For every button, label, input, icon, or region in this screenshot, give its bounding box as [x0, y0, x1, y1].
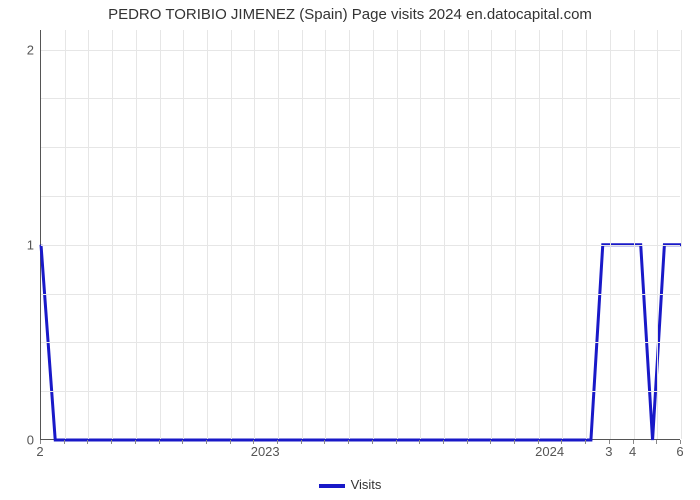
grid-vertical: [183, 30, 184, 439]
x-minor-tick: [514, 440, 515, 444]
x-minor-tick: [301, 440, 302, 444]
x-minor-tick: [372, 440, 373, 444]
x-minor-tick: [419, 440, 420, 444]
y-tick-label: 1: [0, 237, 34, 252]
x-minor-tick: [64, 440, 65, 444]
x-minor-tick: [159, 440, 160, 444]
x-tick-label: 4: [629, 444, 636, 459]
grid-vertical: [112, 30, 113, 439]
grid-vertical: [610, 30, 611, 439]
grid-vertical: [160, 30, 161, 439]
x-minor-tick: [111, 440, 112, 444]
grid-vertical: [231, 30, 232, 439]
x-minor-tick: [135, 440, 136, 444]
legend: Visits: [0, 477, 700, 492]
x-minor-tick: [467, 440, 468, 444]
x-tick-label: 2024: [535, 444, 564, 459]
grid-horizontal: [41, 147, 680, 148]
grid-horizontal: [41, 294, 680, 295]
grid-vertical: [136, 30, 137, 439]
x-tick-label: 2: [36, 444, 43, 459]
grid-vertical: [88, 30, 89, 439]
grid-horizontal: [41, 245, 680, 246]
grid-vertical: [254, 30, 255, 439]
grid-vertical: [468, 30, 469, 439]
grid-vertical: [325, 30, 326, 439]
grid-vertical: [681, 30, 682, 439]
x-minor-tick: [585, 440, 586, 444]
grid-horizontal: [41, 98, 680, 99]
grid-horizontal: [41, 50, 680, 51]
grid-vertical: [349, 30, 350, 439]
chart-container: PEDRO TORIBIO JIMENEZ (Spain) Page visit…: [0, 0, 700, 500]
x-minor-tick: [490, 440, 491, 444]
grid-vertical: [444, 30, 445, 439]
x-minor-tick: [324, 440, 325, 444]
grid-vertical: [373, 30, 374, 439]
x-minor-tick: [443, 440, 444, 444]
grid-vertical: [515, 30, 516, 439]
grid-horizontal: [41, 391, 680, 392]
grid-vertical: [397, 30, 398, 439]
legend-label: Visits: [351, 477, 382, 492]
line-series: [41, 30, 681, 440]
x-minor-tick: [396, 440, 397, 444]
grid-vertical: [420, 30, 421, 439]
grid-vertical: [491, 30, 492, 439]
grid-vertical: [657, 30, 658, 439]
y-tick-label: 0: [0, 433, 34, 448]
grid-horizontal: [41, 342, 680, 343]
plot-area: [40, 30, 680, 440]
grid-vertical: [562, 30, 563, 439]
grid-vertical: [539, 30, 540, 439]
y-tick-label: 2: [0, 42, 34, 57]
grid-vertical: [634, 30, 635, 439]
x-minor-tick: [348, 440, 349, 444]
x-tick-label: 6: [676, 444, 683, 459]
x-minor-tick: [656, 440, 657, 444]
x-minor-tick: [230, 440, 231, 444]
chart-title: PEDRO TORIBIO JIMENEZ (Spain) Page visit…: [0, 6, 700, 23]
x-minor-tick: [182, 440, 183, 444]
x-minor-tick: [206, 440, 207, 444]
grid-vertical: [207, 30, 208, 439]
grid-vertical: [302, 30, 303, 439]
grid-vertical: [278, 30, 279, 439]
grid-vertical: [586, 30, 587, 439]
grid-vertical: [65, 30, 66, 439]
legend-swatch: [319, 484, 345, 488]
grid-horizontal: [41, 196, 680, 197]
x-minor-tick: [87, 440, 88, 444]
x-tick-label: 2023: [251, 444, 280, 459]
x-tick-label: 3: [605, 444, 612, 459]
